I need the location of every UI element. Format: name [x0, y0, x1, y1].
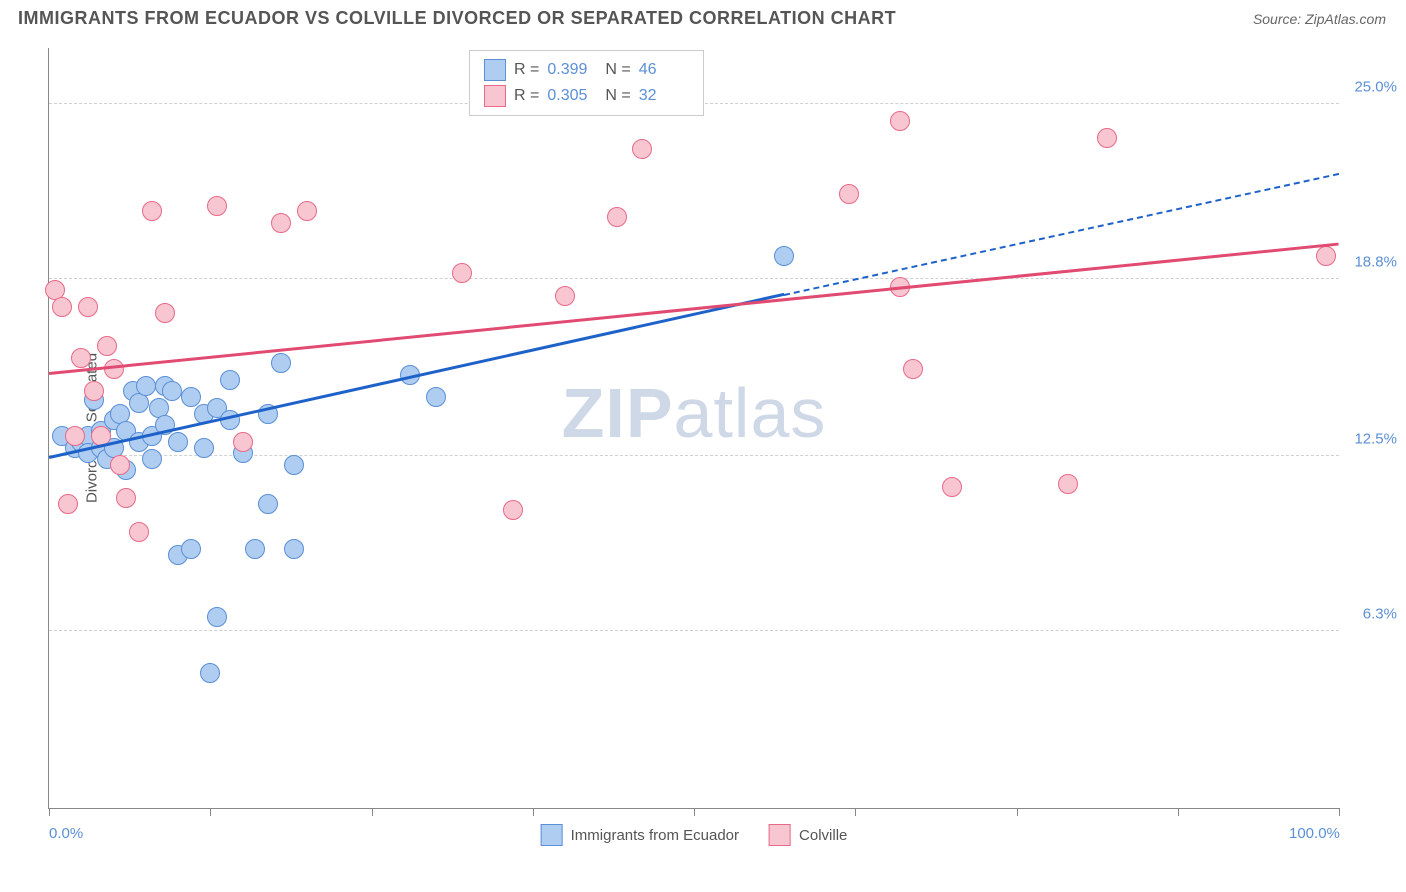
watermark: ZIPatlas: [562, 373, 827, 453]
x-tick-label: 100.0%: [1289, 825, 1340, 842]
source-label: Source: ZipAtlas.com: [1253, 11, 1386, 27]
scatter-point: [168, 432, 188, 452]
scatter-point: [142, 449, 162, 469]
chart-title: IMMIGRANTS FROM ECUADOR VS COLVILLE DIVO…: [18, 8, 896, 29]
x-tick: [533, 808, 534, 816]
gridline: [49, 630, 1339, 631]
scatter-point: [890, 111, 910, 131]
x-tick: [210, 808, 211, 816]
scatter-point: [207, 607, 227, 627]
correlation-chart: Divorced or Separated ZIPatlas 6.3%12.5%…: [48, 48, 1339, 809]
scatter-point: [607, 207, 627, 227]
scatter-point: [142, 201, 162, 221]
x-tick-label: 0.0%: [49, 825, 83, 842]
scatter-point: [136, 376, 156, 396]
y-tick-label: 6.3%: [1363, 605, 1397, 622]
legend-r-value: 0.399: [547, 57, 597, 83]
scatter-point: [65, 426, 85, 446]
scatter-point: [284, 539, 304, 559]
scatter-point: [297, 201, 317, 221]
y-tick-label: 12.5%: [1354, 431, 1397, 448]
scatter-point: [104, 359, 124, 379]
scatter-point: [903, 359, 923, 379]
legend-r-label: R =: [514, 83, 539, 109]
scatter-point: [839, 184, 859, 204]
legend-r-value: 0.305: [547, 83, 597, 109]
scatter-point: [942, 477, 962, 497]
regression-line: [49, 243, 1339, 375]
scatter-point: [503, 500, 523, 520]
legend-stats: R = 0.399 N = 46 R = 0.305 N = 32: [469, 50, 704, 116]
scatter-point: [78, 297, 98, 317]
scatter-point: [162, 381, 182, 401]
scatter-point: [71, 348, 91, 368]
scatter-point: [116, 488, 136, 508]
scatter-point: [200, 663, 220, 683]
legend-row: R = 0.305 N = 32: [484, 83, 689, 109]
bottom-legend: Immigrants from Ecuador Colville: [541, 824, 848, 846]
scatter-point: [181, 539, 201, 559]
scatter-point: [1316, 246, 1336, 266]
scatter-point: [271, 353, 291, 373]
x-tick: [694, 808, 695, 816]
scatter-point: [97, 336, 117, 356]
scatter-point: [774, 246, 794, 266]
scatter-point: [452, 263, 472, 283]
scatter-point: [1097, 128, 1117, 148]
legend-n-label: N =: [605, 57, 630, 83]
legend-swatch: [541, 824, 563, 846]
legend-item: Immigrants from Ecuador: [541, 824, 739, 846]
scatter-point: [426, 387, 446, 407]
scatter-point: [258, 494, 278, 514]
scatter-point: [110, 455, 130, 475]
legend-series-name: Immigrants from Ecuador: [571, 827, 739, 844]
scatter-point: [207, 196, 227, 216]
legend-n-value: 32: [639, 83, 689, 109]
scatter-point: [284, 455, 304, 475]
scatter-point: [245, 539, 265, 559]
gridline: [49, 278, 1339, 279]
legend-n-label: N =: [605, 83, 630, 109]
x-tick: [855, 808, 856, 816]
x-tick: [1178, 808, 1179, 816]
x-tick: [1017, 808, 1018, 816]
legend-r-label: R =: [514, 57, 539, 83]
scatter-point: [555, 286, 575, 306]
scatter-point: [233, 432, 253, 452]
scatter-point: [1058, 474, 1078, 494]
x-tick: [49, 808, 50, 816]
scatter-point: [220, 370, 240, 390]
y-tick-label: 25.0%: [1354, 79, 1397, 96]
scatter-point: [271, 213, 291, 233]
legend-series-name: Colville: [799, 827, 847, 844]
x-tick: [1339, 808, 1340, 816]
scatter-point: [84, 381, 104, 401]
scatter-point: [194, 438, 214, 458]
legend-swatch: [484, 59, 506, 81]
scatter-point: [181, 387, 201, 407]
legend-item: Colville: [769, 824, 847, 846]
scatter-point: [632, 139, 652, 159]
legend-swatch: [769, 824, 791, 846]
scatter-point: [58, 494, 78, 514]
scatter-point: [52, 297, 72, 317]
legend-swatch: [484, 85, 506, 107]
scatter-point: [155, 303, 175, 323]
y-tick-label: 18.8%: [1354, 253, 1397, 270]
legend-row: R = 0.399 N = 46: [484, 57, 689, 83]
legend-n-value: 46: [639, 57, 689, 83]
x-tick: [372, 808, 373, 816]
scatter-point: [129, 522, 149, 542]
